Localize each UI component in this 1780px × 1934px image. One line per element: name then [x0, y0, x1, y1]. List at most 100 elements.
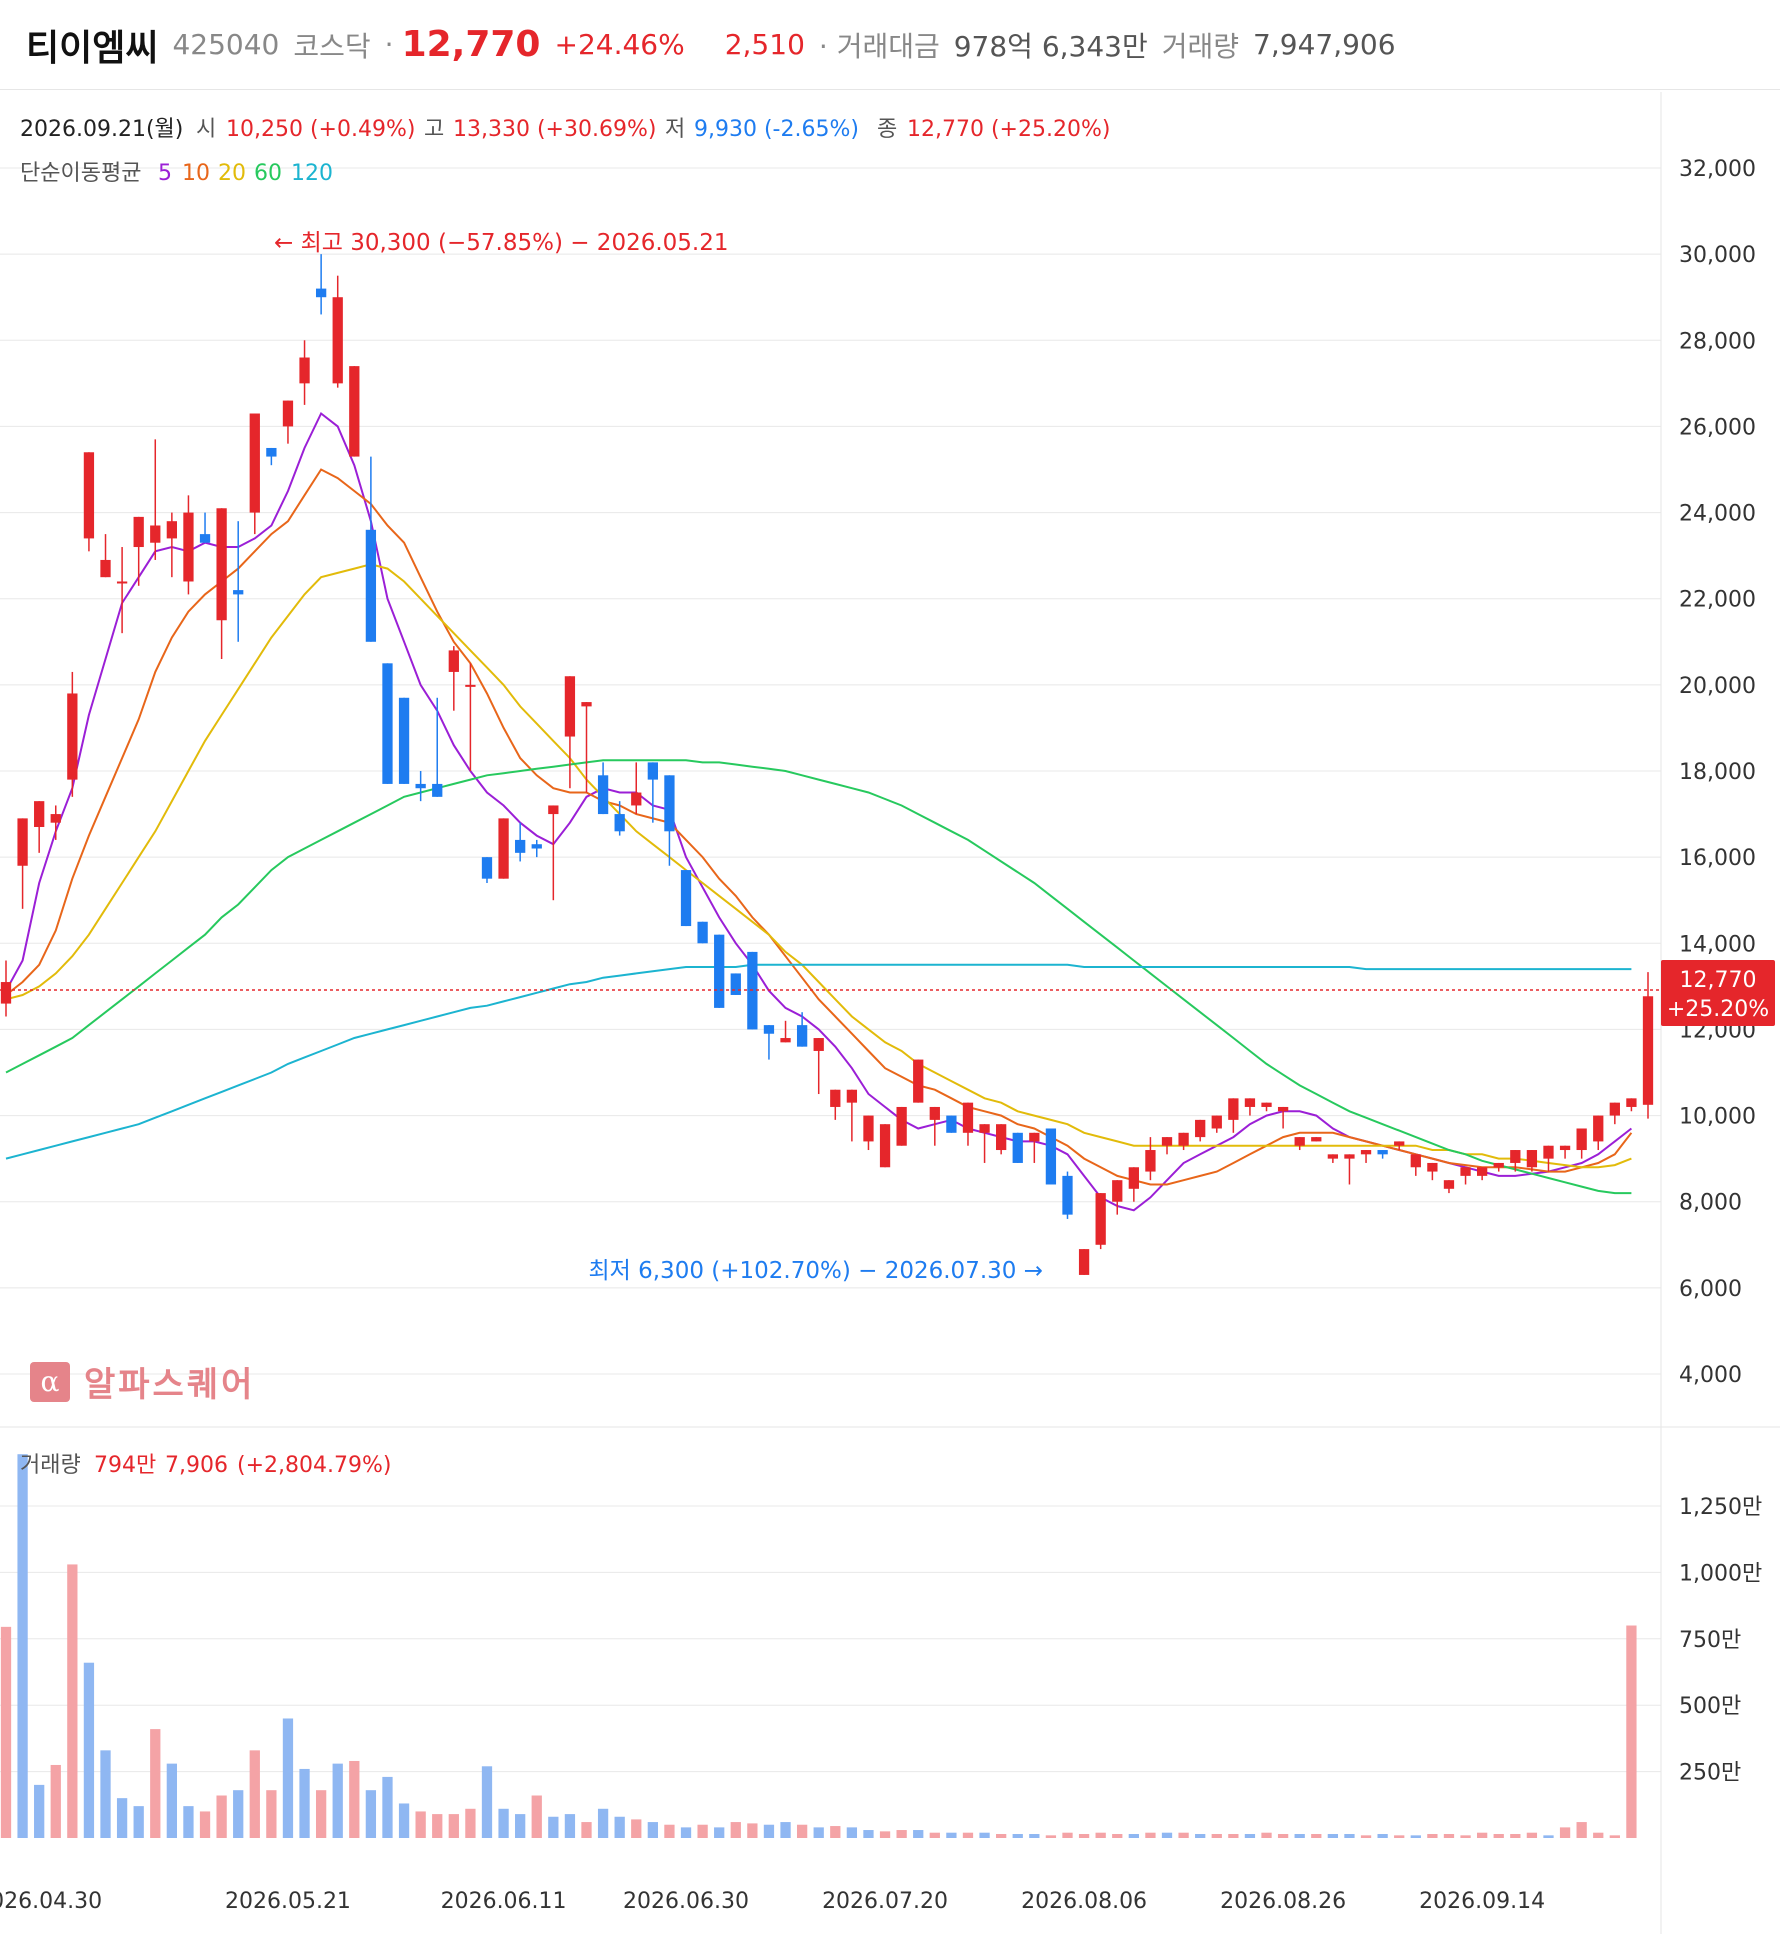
volume-bar: [979, 1832, 990, 1838]
candle-body: [17, 818, 28, 866]
volume-bar: [299, 1768, 310, 1838]
volume-bar: [697, 1824, 708, 1838]
candle-body: [697, 921, 708, 944]
volume-bar: [1261, 1832, 1272, 1838]
candle-body: [382, 663, 393, 784]
price-tick-label: 28,000: [1679, 329, 1756, 354]
ohlc-low-label: 저: [665, 117, 685, 142]
volume-bar: [1277, 1834, 1289, 1838]
volume-tick-label: 250만: [1679, 1761, 1741, 1786]
candle-body: [299, 357, 310, 384]
volume-bar: [315, 1790, 327, 1838]
candle-body: [564, 676, 576, 737]
candle-body: [1195, 1119, 1206, 1138]
candle-body: [1510, 1150, 1521, 1163]
candle-body: [830, 1089, 841, 1107]
ohlc-high: 13,330 (+30.69%): [453, 117, 656, 142]
volume-bar: [597, 1808, 609, 1838]
candle-body: [249, 413, 260, 513]
candle-body: [1128, 1167, 1139, 1189]
volume-bar: [216, 1795, 227, 1838]
ma-legend-10: 10: [182, 161, 210, 186]
date-tick-label: 2026.07.20: [822, 1889, 948, 1914]
ohlc-open: 10,250 (+0.49%): [226, 117, 415, 142]
trade-amount-label: · 거래대금: [818, 29, 940, 63]
volume-tick-label: 750만: [1679, 1628, 1741, 1653]
volume-bar: [1211, 1834, 1222, 1838]
volume-bar: [1128, 1834, 1139, 1838]
volume-bar: [1112, 1834, 1123, 1838]
candle-body: [1476, 1167, 1488, 1176]
volume-bar: [515, 1814, 526, 1838]
volume-bar: [1543, 1835, 1554, 1838]
date-tick-label: 2026.08.06: [1021, 1889, 1147, 1914]
volume-bar: [166, 1763, 178, 1838]
candle-body: [614, 814, 625, 832]
price-tag-price: 12,770: [1680, 968, 1757, 993]
volume-bar: [1526, 1832, 1538, 1838]
volume-bar: [780, 1822, 791, 1838]
price-tick-label: 20,000: [1679, 674, 1756, 699]
date-tick-label: 2026.06.11: [441, 1889, 567, 1914]
candle-body: [879, 1124, 891, 1168]
high-annotation: ← 최고 30,300 (−57.85%) − 2026.05.21: [274, 230, 729, 256]
candle-body: [548, 805, 559, 815]
ma-legend-label: 단순이동평균: [20, 161, 141, 186]
volume-legend-value: 794만: [94, 1453, 156, 1478]
ma-legend-60: 60: [254, 161, 282, 186]
price-tick-label: 30,000: [1679, 243, 1756, 268]
ohlc-high-label: 고: [424, 117, 444, 142]
volume-bar: [382, 1776, 393, 1838]
candle-body: [1377, 1150, 1388, 1155]
ma-line-20: [5, 563, 1632, 1169]
price-tick-label: 32,000: [1679, 157, 1756, 182]
volume-bar: [1510, 1834, 1521, 1838]
price-tick-label: 14,000: [1679, 932, 1756, 957]
volume-legend-label: 거래량: [20, 1453, 81, 1478]
low-annotation: 최저 6,300 (+102.70%) − 2026.07.30 →: [588, 1258, 1043, 1284]
candle-body: [962, 1102, 974, 1133]
candle-body: [332, 297, 343, 384]
volume-bar: [1311, 1834, 1322, 1838]
ma-line-120: [5, 963, 1632, 1160]
candle-body: [946, 1115, 957, 1133]
volume-bar: [946, 1832, 957, 1838]
price-tag-box: [1661, 960, 1775, 1026]
candle-body: [1095, 1193, 1106, 1245]
ma-line-60: [5, 759, 1632, 1195]
moving-average-layer: [5, 411, 1633, 1212]
volume-bar: [581, 1822, 592, 1838]
candle-body: [1029, 1132, 1040, 1142]
volume-bar: [100, 1750, 111, 1838]
volume-bar: [498, 1808, 509, 1838]
candle-body: [415, 783, 426, 789]
volume-bar: [1377, 1834, 1388, 1838]
volume-bar: [846, 1827, 858, 1838]
volume-bar: [996, 1834, 1007, 1838]
volume-bar: [249, 1750, 260, 1838]
volume-bar: [0, 1626, 12, 1838]
volume-bar: [813, 1827, 824, 1838]
candle-body: [465, 684, 476, 687]
date-tick-label: 2026.09.14: [1419, 1889, 1545, 1914]
stock-name: 티이엠씨: [26, 27, 159, 69]
candle-body: [929, 1106, 940, 1120]
stock-chart[interactable]: 32,000 30,000 28,000 26,000 24,000 22,000 20,0…: [0, 92, 1780, 1934]
price-tick-label: 18,000: [1679, 760, 1756, 785]
candle-body: [183, 512, 194, 582]
volume-bar: [1394, 1835, 1405, 1838]
candle-body: [199, 534, 211, 543]
candle-body: [1311, 1137, 1322, 1142]
current-price: 12,770: [401, 24, 541, 65]
volume-bar: [1078, 1834, 1090, 1838]
volume-bar: [1195, 1834, 1206, 1838]
market-name: 코스닥: [293, 29, 371, 63]
candle-body: [1228, 1098, 1239, 1120]
date-tick-label: 2026.06.30: [623, 1889, 749, 1914]
candle-body: [1410, 1154, 1421, 1168]
candle-body: [448, 650, 459, 672]
volume-bar: [1145, 1832, 1156, 1838]
candle-body: [1211, 1115, 1222, 1129]
candle-body: [398, 697, 410, 784]
volume-bar: [233, 1790, 244, 1838]
